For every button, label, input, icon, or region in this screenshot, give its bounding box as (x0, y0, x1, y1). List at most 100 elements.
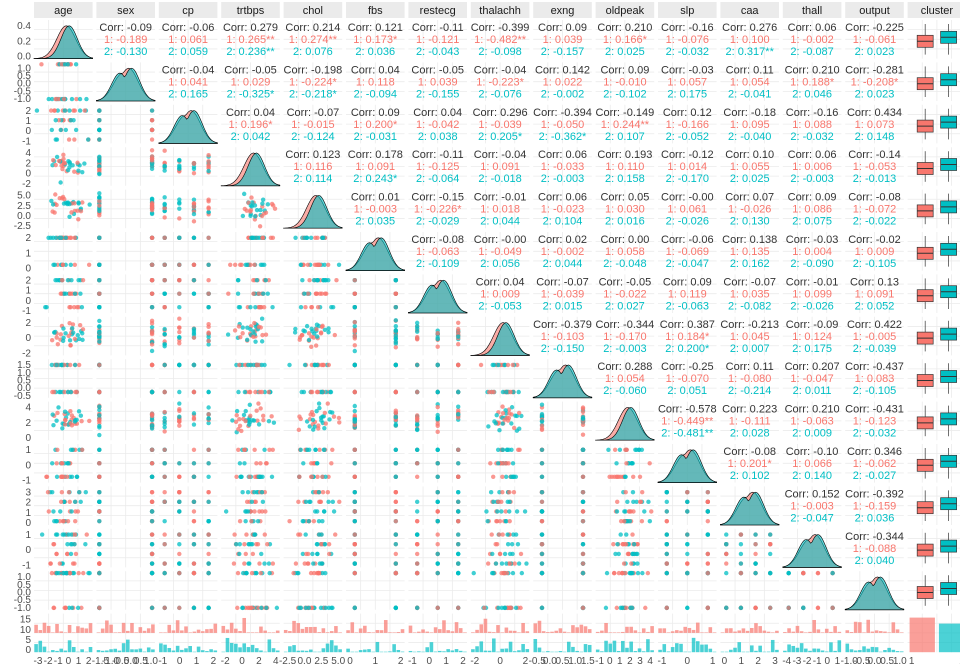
point-output-trtbps (240, 605, 246, 611)
hist-bar-fbs-group1 (400, 629, 405, 633)
point-thall-chol (316, 532, 322, 537)
x-tick-thall: 0 (824, 656, 830, 667)
point-chol-sex (149, 202, 155, 207)
point-oldpeak-restecg (435, 429, 440, 435)
point-thall-cp (191, 532, 197, 537)
hist-bar-age-group2 (67, 640, 72, 653)
hist-bar-thalachh-group1 (475, 629, 479, 633)
hist-bar-age-group2 (42, 646, 47, 653)
hist-bar-thall-group1 (837, 631, 842, 633)
point-oldpeak-sex (97, 407, 102, 413)
point-thalachh-trtbps (238, 335, 243, 340)
point-thall-restecg (456, 532, 461, 537)
point-output-exng (580, 605, 586, 611)
corr-total-exng-oldpeak: Corr: 0.288 (597, 361, 652, 373)
point-slp-cp (162, 461, 167, 466)
point-output-caa (768, 570, 773, 576)
point-trtbps-sex (97, 157, 102, 163)
point-caa-exng (580, 489, 586, 495)
hist-bar-thalachh-group1 (487, 631, 492, 633)
point-oldpeak-trtbps (254, 408, 259, 413)
point-cp-sex (97, 118, 102, 123)
point-caa-restecg (414, 509, 420, 514)
point-fbs-chol (293, 235, 298, 240)
point-output-age (69, 605, 75, 611)
hist-bar-caa-group1 (729, 628, 733, 633)
point-thall-chol (327, 551, 332, 557)
point-trtbps-age (56, 158, 62, 164)
point-caa-oldpeak (637, 499, 643, 505)
hist-bar-cp-group2 (180, 649, 184, 653)
point-chol-cp (162, 202, 167, 207)
point-oldpeak-age (56, 405, 61, 410)
point-oldpeak-chol (310, 417, 316, 423)
point-output-oldpeak (620, 605, 625, 611)
hist-bar-caa-group1 (754, 623, 758, 633)
point-cp-age (63, 127, 69, 133)
point-chol-trtbps (259, 213, 265, 219)
point-thall-age (72, 532, 78, 537)
point-thall-trtbps (233, 542, 239, 547)
point-oldpeak-exng (539, 419, 545, 424)
point-caa-slp (664, 499, 669, 505)
hist-bar-trtbps-group1 (234, 628, 238, 633)
point-output-caa (753, 570, 758, 576)
corr-total-trtbps-chol: Corr: 0.123 (285, 149, 340, 161)
point-chol-trtbps (263, 210, 269, 215)
point-thalachh-fbs (393, 345, 399, 350)
hist-bar-sex-group1 (113, 632, 118, 633)
point-oldpeak-age (50, 412, 55, 417)
corr-group2-oldpeak-thall: 2: 0.009 (792, 428, 832, 440)
point-thall-thalachh (518, 551, 524, 557)
point-caa-restecg (414, 499, 420, 505)
point-oldpeak-restecg (435, 415, 440, 421)
hist-bar-restecg-group2 (463, 651, 467, 653)
point-thall-fbs (393, 551, 399, 557)
hist-bar-fbs-group1 (383, 620, 388, 633)
hist-bar-slp-group1 (691, 629, 696, 633)
hist-bar-sex-group2 (142, 651, 147, 653)
hist-bar-exng-group2 (583, 644, 588, 653)
point-thalachh-chol (306, 337, 312, 343)
hist-bar-fbs-group2 (354, 651, 359, 653)
hist-bar-cp-group2 (159, 643, 163, 653)
corr-total-age-thall: Corr: 0.06 (788, 22, 837, 34)
point-slp-chol (315, 474, 320, 480)
hist-bar-exng-group1 (537, 620, 542, 633)
hist-bar-restecg-group1 (412, 632, 417, 633)
point-caa-trtbps (257, 509, 262, 514)
point-output-chol (316, 570, 321, 576)
point-caa-chol (322, 509, 327, 514)
corr-group2-slp-thall: 2: 0.140 (792, 470, 832, 482)
point-oldpeak-age (62, 409, 68, 414)
point-exng-trtbps (242, 389, 248, 395)
hist-bar-restecg-group2 (438, 650, 442, 653)
hist-bar-thalachh-group1 (483, 618, 488, 633)
point-thalachh-chol (301, 328, 306, 333)
corr-total-sex-fbs: Corr: 0.04 (351, 64, 400, 76)
x-tick-thalachh: 0 (497, 656, 503, 667)
point-thalachh-fbs (393, 323, 399, 329)
hist-bar-thall-group1 (791, 631, 796, 633)
point-output-oldpeak (614, 605, 619, 611)
hist-bar-trtbps-group1 (238, 631, 242, 633)
point-exng-age (73, 389, 78, 395)
corr-group2-sex-exng: 2: -0.002 (541, 88, 584, 100)
hist-bar-cp-group2 (213, 650, 218, 653)
point-oldpeak-chol (322, 410, 328, 416)
point-caa-trtbps (223, 509, 229, 514)
point-thall-sex (97, 561, 102, 566)
point-caa-thalachh (494, 518, 499, 524)
point-exng-thalachh (508, 389, 513, 395)
hist-bar-restecg-group2 (425, 647, 430, 653)
point-oldpeak-age (69, 413, 75, 418)
hist-bar-sex-group2 (117, 650, 122, 653)
point-chol-cp (177, 201, 182, 206)
point-exng-cp (206, 389, 211, 395)
hist-bar-sex-group2 (130, 649, 134, 653)
point-caa-thalachh (485, 518, 490, 524)
hist-bar-cp-group2 (209, 649, 213, 653)
corr-total-sex-thalachh: Corr: -0.04 (474, 64, 527, 76)
point-thalachh-chol (315, 334, 320, 339)
point-oldpeak-chol (336, 415, 342, 421)
